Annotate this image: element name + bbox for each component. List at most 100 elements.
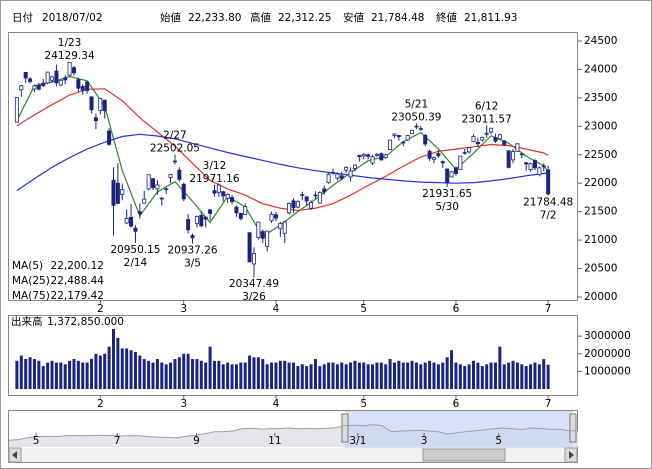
- volume-bar: [458, 364, 462, 389]
- volume-bar: [15, 360, 19, 389]
- y-tick-label: 24000: [584, 63, 617, 75]
- volume-bar: [309, 364, 313, 389]
- candle-body: [199, 214, 204, 227]
- candle-body: [164, 188, 169, 191]
- candle-body: [366, 154, 371, 157]
- y-tick-label: 22500: [584, 149, 617, 161]
- candle-body: [515, 143, 520, 152]
- y-tick-label: 21000: [584, 234, 617, 246]
- volume-bar: [116, 337, 120, 389]
- volume-bar: [441, 362, 445, 389]
- header: 日付 2018/07/02: [12, 11, 103, 24]
- header-value: 21,784.48: [371, 12, 424, 24]
- scroll-thumb[interactable]: [422, 448, 506, 462]
- volume-bar: [199, 360, 203, 389]
- candle-body: [309, 202, 314, 209]
- candle-body: [475, 141, 480, 145]
- candle-body: [23, 71, 28, 79]
- candle-body: [344, 166, 349, 171]
- navigator-handle-right[interactable]: [569, 413, 577, 443]
- volume-bar: [252, 357, 256, 389]
- candle-body: [93, 117, 98, 122]
- candle-body: [50, 76, 55, 81]
- x-tick-label: 2: [97, 303, 104, 315]
- candle-body: [427, 150, 432, 159]
- candle-body: [287, 202, 292, 214]
- volume-bar: [485, 364, 489, 389]
- volume-bar: [520, 364, 524, 389]
- candle-body: [238, 212, 243, 219]
- volume-bar: [278, 360, 282, 389]
- navigator-handle-left[interactable]: [341, 413, 349, 443]
- candle-body: [493, 137, 498, 142]
- candle-body: [374, 153, 379, 156]
- candle-body: [225, 194, 230, 199]
- candle-body: [177, 169, 182, 180]
- volume-bar: [94, 353, 98, 389]
- volume-bar: [344, 364, 348, 389]
- candle-body: [120, 188, 125, 195]
- x-tick-label: 4: [273, 303, 280, 315]
- volume-bar: [169, 362, 173, 389]
- annotation-date: 3/12: [203, 160, 227, 172]
- date: 2018/07/02: [42, 12, 103, 24]
- annotation-value: 20347.49: [229, 278, 279, 290]
- arrow-right: [569, 451, 574, 459]
- volume-bar: [261, 359, 265, 389]
- legend-name: MA(75): [12, 290, 50, 302]
- volume-bar: [537, 364, 541, 389]
- legend-value: 22,179.42: [51, 290, 104, 302]
- volume-bar: [204, 362, 208, 389]
- candle-body: [537, 167, 542, 176]
- candle-body: [313, 194, 318, 197]
- x-tick-label: 2: [97, 398, 104, 410]
- header-label: 始値: [160, 11, 181, 24]
- volume-bar: [68, 360, 72, 389]
- volume-bar: [292, 362, 295, 389]
- header-value: 21,811.93: [464, 12, 517, 24]
- volume-bar: [248, 355, 252, 389]
- volume-bar: [507, 362, 511, 389]
- volume-bar: [41, 366, 45, 389]
- volume-bar: [423, 362, 427, 389]
- candle-body: [251, 253, 256, 265]
- navigator-selection[interactable]: [345, 411, 573, 448]
- annotation-date: 2/27: [163, 130, 187, 142]
- candle-body: [370, 156, 375, 164]
- volume-bar: [283, 360, 287, 389]
- candle-body: [230, 197, 235, 203]
- candle-body: [216, 184, 221, 193]
- annotation-date: 7/2: [540, 209, 557, 221]
- volume-bar: [59, 362, 63, 389]
- volume-bar: [410, 360, 414, 389]
- candle-body: [449, 171, 454, 178]
- candle-body: [352, 164, 357, 169]
- legend-value: 22,488.44: [51, 275, 105, 287]
- candle-body: [71, 67, 76, 74]
- candle-body: [418, 128, 423, 130]
- legend-name: MA(5): [12, 260, 43, 272]
- header-value: 22,233.80: [188, 12, 241, 24]
- candle-body: [392, 133, 397, 136]
- ma-line: [16, 75, 549, 238]
- price-panel: [8, 32, 578, 301]
- candle-body: [129, 216, 134, 227]
- candle-body: [172, 160, 177, 163]
- volume-bar: [72, 359, 76, 389]
- annotation-value: 23050.39: [391, 111, 441, 123]
- candle-body: [14, 97, 19, 123]
- candle-body: [54, 70, 59, 84]
- candle-body: [458, 155, 463, 170]
- volume-bar: [454, 362, 458, 389]
- x-tick-label: 11: [268, 435, 281, 447]
- volume-bar: [230, 364, 234, 389]
- volume-bar: [32, 359, 36, 389]
- candle-body: [489, 127, 494, 133]
- volume-bar: [428, 360, 432, 389]
- volume-bar: [401, 362, 405, 389]
- candle-body: [361, 153, 366, 157]
- candle-body: [260, 231, 265, 239]
- volume-bar: [450, 350, 454, 389]
- volume-bar: [221, 364, 225, 389]
